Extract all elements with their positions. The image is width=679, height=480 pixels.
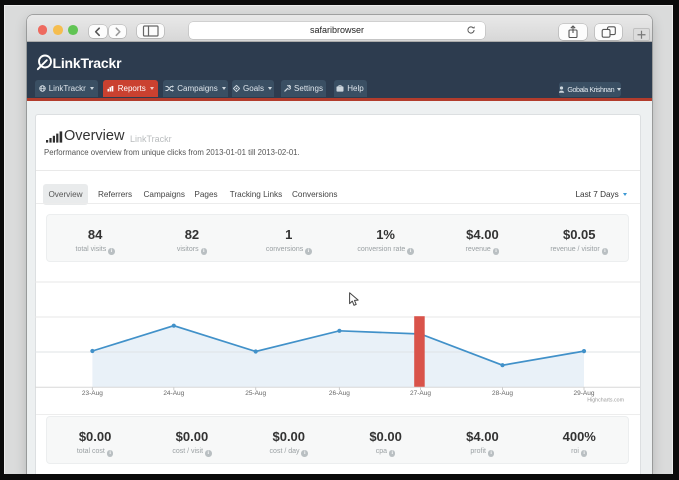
svg-text:28-Aug: 28-Aug [492,390,513,397]
svg-text:26-Aug: 26-Aug [329,390,350,397]
svg-text:23-Aug: 23-Aug [82,390,103,397]
svg-text:24-Aug: 24-Aug [163,390,184,397]
svg-text:29-Aug: 29-Aug [574,390,595,397]
svg-text:27-Aug: 27-Aug [410,390,431,397]
svg-text:25-Aug: 25-Aug [245,390,266,397]
svg-text:Highcharts.com: Highcharts.com [587,398,624,404]
